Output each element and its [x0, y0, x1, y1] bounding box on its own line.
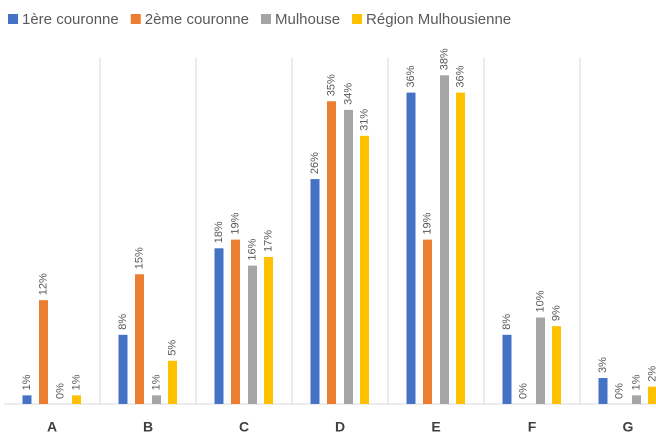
x-tick-label: F: [528, 419, 537, 435]
data-label: 8%: [501, 314, 513, 330]
data-label: 10%: [534, 290, 546, 312]
bar: [327, 101, 336, 404]
data-label: 16%: [246, 238, 258, 260]
data-label: 0%: [54, 383, 66, 399]
data-label: 0%: [517, 383, 529, 399]
bar: [168, 360, 177, 404]
data-label: 12%: [37, 273, 49, 295]
data-label: 1%: [150, 374, 162, 390]
data-label: 17%: [262, 230, 274, 252]
bar: [502, 334, 512, 404]
bar: [344, 109, 353, 405]
data-label: 15%: [133, 247, 145, 269]
data-label: 34%: [342, 83, 354, 105]
bar: [214, 248, 224, 404]
bar: [440, 75, 449, 405]
legend-label: 1ère couronne: [22, 11, 119, 28]
data-label: 18%: [213, 221, 225, 243]
legend-swatch: [130, 14, 141, 24]
legend-label: Région Mulhousienne: [366, 11, 511, 28]
bar: [310, 179, 320, 404]
bar: [552, 326, 561, 404]
legend-label: Mulhouse: [275, 11, 340, 28]
bar: [231, 239, 240, 404]
x-tick-label: E: [431, 419, 440, 435]
data-label: 26%: [309, 152, 321, 174]
data-label: 3%: [597, 357, 609, 373]
data-label: 2%: [646, 366, 656, 382]
data-label: 19%: [229, 212, 241, 234]
x-tick-label: A: [47, 419, 57, 435]
data-label: 5%: [166, 340, 178, 356]
bar: [598, 378, 608, 404]
bar: [118, 334, 128, 404]
bar: [72, 395, 81, 404]
data-label: 0%: [613, 383, 625, 399]
bar: [406, 92, 416, 404]
data-label: 1%: [21, 374, 33, 390]
bar: [536, 317, 545, 404]
data-label: 31%: [358, 109, 370, 131]
x-tick-label: C: [239, 419, 249, 435]
bar: [152, 395, 161, 404]
bar: [39, 300, 48, 404]
x-tick-label: B: [143, 419, 153, 435]
data-label: 8%: [117, 314, 129, 330]
bar: [248, 265, 257, 404]
bar: [456, 92, 465, 404]
legend-label: 2ème couronne: [145, 11, 249, 28]
bar: [135, 274, 144, 404]
bar: [632, 395, 641, 404]
x-tick-label: G: [623, 419, 634, 435]
data-label: 19%: [421, 212, 433, 234]
legend-swatch: [8, 14, 18, 24]
data-label: 36%: [454, 65, 466, 87]
bar: [648, 386, 656, 404]
data-label: 38%: [438, 48, 450, 70]
data-label: 35%: [325, 74, 337, 96]
bar: [423, 239, 432, 404]
data-label: 1%: [70, 374, 82, 390]
bar: [360, 135, 369, 404]
legend-swatch: [352, 14, 363, 24]
x-tick-label: D: [335, 419, 345, 435]
bar: [22, 395, 32, 404]
legend-swatch: [261, 14, 271, 24]
data-label: 9%: [550, 305, 562, 321]
data-label: 36%: [405, 65, 417, 87]
data-label: 1%: [630, 374, 642, 390]
bar: [264, 256, 273, 404]
